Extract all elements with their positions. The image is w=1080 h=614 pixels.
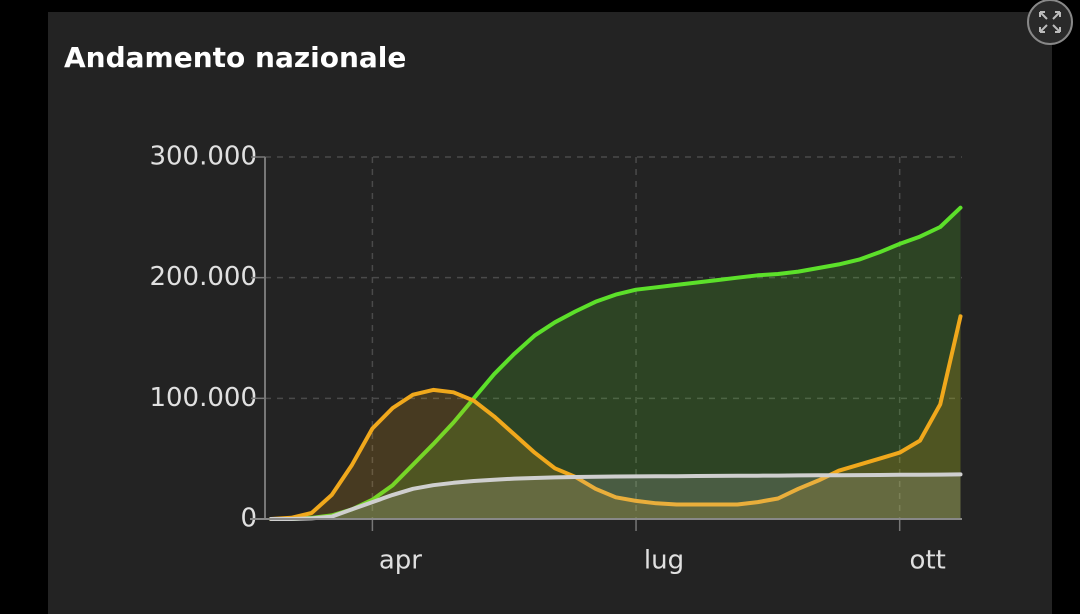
x-tick-label: apr: [379, 546, 422, 576]
y-tick-label: 100.000: [149, 383, 257, 413]
series-area: [271, 207, 961, 519]
chart-title: Andamento nazionale: [64, 41, 406, 74]
series-area: [271, 316, 961, 519]
expand-button[interactable]: [1027, 0, 1073, 45]
series-line: [269, 472, 963, 521]
series-line: [269, 314, 963, 521]
x-tick-label: ott: [910, 546, 946, 576]
y-tick-label: 0: [240, 504, 257, 534]
y-tick-label: 300.000: [149, 142, 257, 172]
series-line: [269, 205, 963, 521]
x-tick-label: lug: [644, 546, 684, 576]
panel: [48, 12, 1052, 614]
y-tick-label: 200.000: [149, 262, 257, 292]
plot: 0 100.000 200.000 300.000 apr lug ott: [149, 142, 963, 576]
